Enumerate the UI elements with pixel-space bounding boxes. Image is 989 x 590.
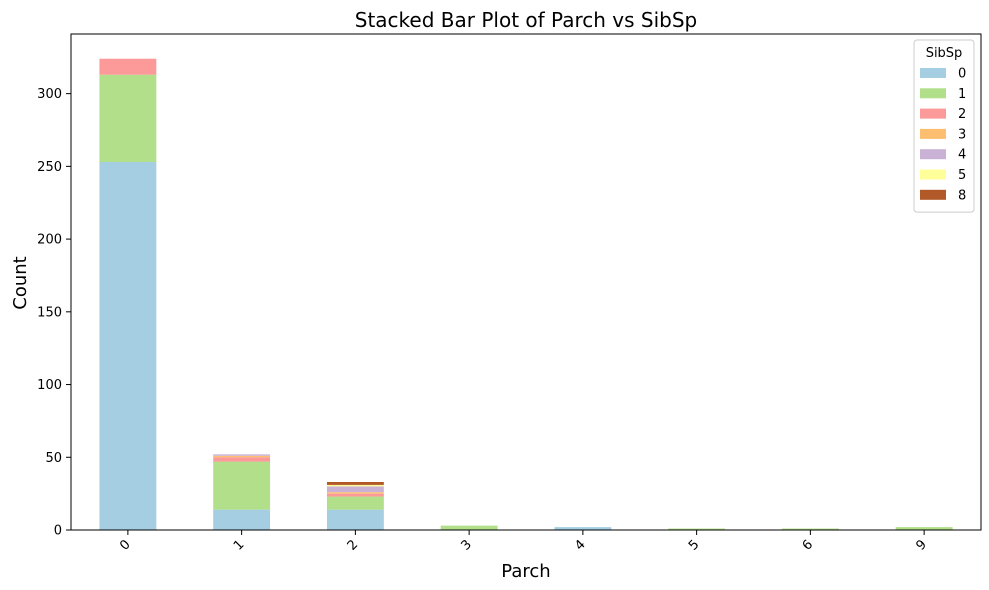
chart-title: Stacked Bar Plot of Parch vs SibSp <box>355 8 697 32</box>
bar-segment-parch-4-sibsp-0 <box>554 527 612 530</box>
bar-segment-parch-2-sibsp-3 <box>326 492 384 494</box>
y-tick-label: 0 <box>54 524 62 539</box>
bar-segment-parch-3-sibsp-1 <box>440 525 498 530</box>
bar-segment-parch-0-sibsp-2 <box>99 58 157 75</box>
bar-segment-parch-1-sibsp-1 <box>213 461 271 510</box>
y-tick-label: 250 <box>37 160 62 175</box>
x-tick-label: 9 <box>913 537 929 553</box>
legend-label-4: 4 <box>958 148 966 163</box>
legend-swatch-2 <box>920 108 946 119</box>
bar-segment-parch-1-sibsp-0 <box>213 509 271 530</box>
bar-segment-parch-2-sibsp-1 <box>326 496 384 510</box>
y-tick-label: 300 <box>37 87 62 102</box>
bar-segment-parch-9-sibsp-1 <box>895 527 953 530</box>
legend-swatch-4 <box>920 149 946 160</box>
legend-label-3: 3 <box>958 127 966 142</box>
x-tick-label: 6 <box>800 537 816 553</box>
y-axis: 0 50 100 150 200 250 300 <box>37 87 71 539</box>
x-axis-label: Parch <box>501 561 550 582</box>
legend-swatch-1 <box>920 88 946 99</box>
legend-label-1: 1 <box>958 87 966 102</box>
y-tick-label: 150 <box>37 305 62 320</box>
bar-segment-parch-2-sibsp-2 <box>326 493 384 497</box>
bar-segment-parch-0-sibsp-0 <box>99 162 157 530</box>
legend-label-2: 2 <box>958 107 966 122</box>
bars-group <box>99 58 953 530</box>
x-tick-label: 3 <box>458 537 474 553</box>
legend-label-8: 8 <box>958 188 966 203</box>
legend: SibSp 0 1 2 3 4 5 8 <box>913 39 975 213</box>
bar-segment-parch-2-sibsp-4 <box>326 486 384 493</box>
x-tick-label: 5 <box>686 537 702 553</box>
y-tick-label: 50 <box>45 451 62 466</box>
legend-label-0: 0 <box>958 67 966 82</box>
legend-swatch-5 <box>920 169 946 180</box>
x-tick-label: 1 <box>231 537 247 553</box>
y-tick-label: 100 <box>37 378 62 393</box>
bar-segment-parch-1-sibsp-4 <box>213 454 271 456</box>
bar-segment-parch-2-sibsp-5 <box>326 484 384 487</box>
legend-swatch-0 <box>920 68 946 78</box>
legend-title: SibSp <box>926 46 963 61</box>
bar-segment-parch-2-sibsp-0 <box>326 509 384 530</box>
y-tick-label: 200 <box>37 233 62 248</box>
plot-frame <box>70 33 982 531</box>
bar-segment-parch-6-sibsp-1 <box>781 528 839 530</box>
x-axis: 0 1 2 3 4 5 6 9 <box>117 530 930 554</box>
legend-box <box>913 39 975 213</box>
bar-segment-parch-1-sibsp-2 <box>213 457 271 462</box>
x-tick-label: 4 <box>572 537 588 553</box>
bar-segment-parch-1-sibsp-3 <box>213 455 271 458</box>
x-tick-label: 0 <box>117 537 133 553</box>
x-tick-label: 2 <box>345 537 361 553</box>
bar-segment-parch-5-sibsp-1 <box>668 528 726 530</box>
legend-swatch-3 <box>920 128 946 139</box>
legend-swatch-8 <box>920 189 946 200</box>
bar-segment-parch-2-sibsp-8 <box>326 482 384 485</box>
bar-segment-parch-0-sibsp-1 <box>99 74 157 162</box>
y-axis-label: Count <box>10 256 31 309</box>
legend-label-5: 5 <box>958 168 966 183</box>
